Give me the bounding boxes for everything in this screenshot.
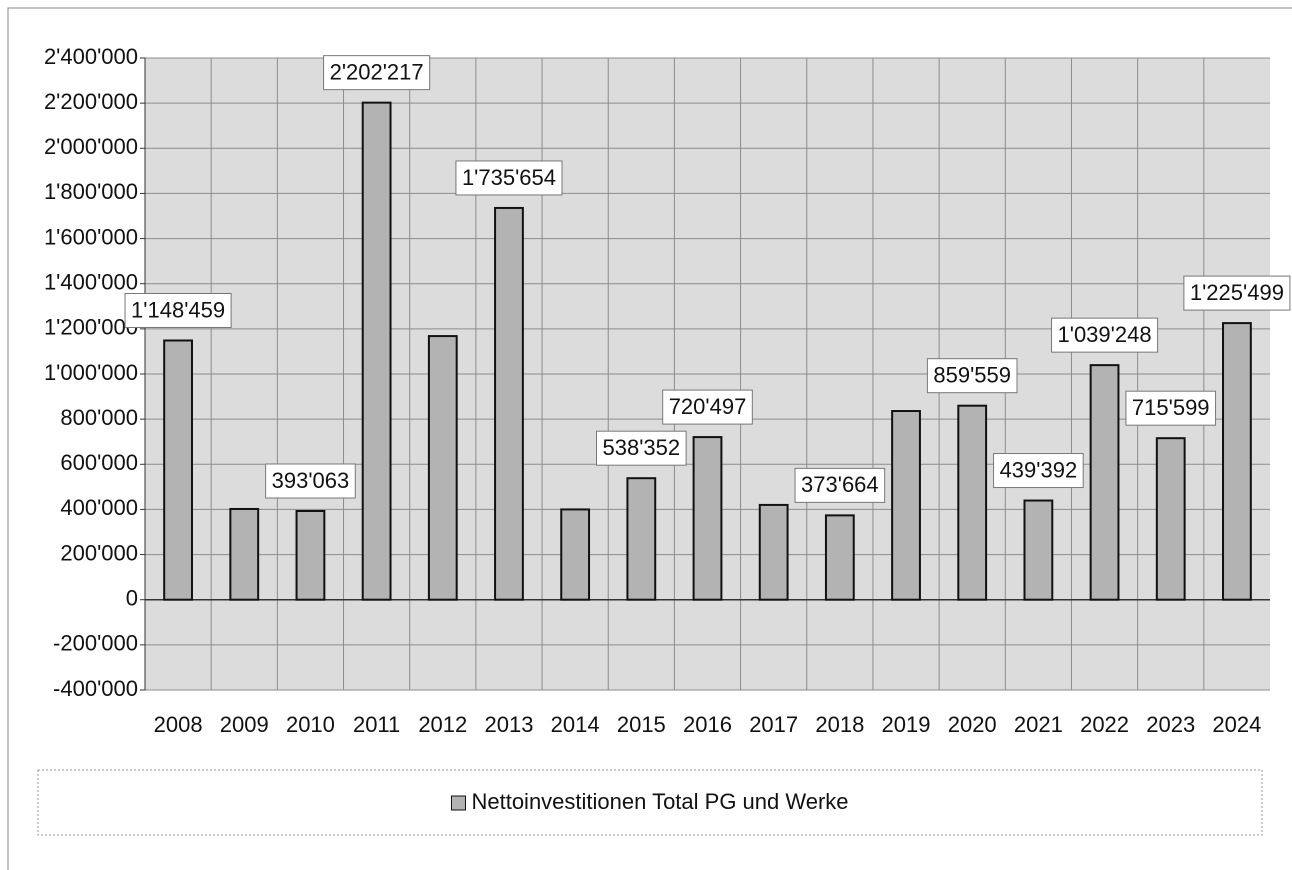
value-label-box xyxy=(1051,317,1159,353)
labels: -400'000 -200'000 0 200'000 400'000 600'000 80… xyxy=(44,44,1291,737)
y-tick-label: 400'000 xyxy=(60,495,138,520)
y-tick-label: 2'000'000 xyxy=(44,134,138,159)
y-tick-label: 1'600'000 xyxy=(44,224,138,249)
x-tick-label: 2022 xyxy=(1080,712,1129,737)
legend-label: Nettoinvestitionen Total PG und Werke xyxy=(471,789,848,814)
bar xyxy=(891,410,921,601)
value-label: 720'497 xyxy=(669,394,747,419)
y-tick-label: 1'800'000 xyxy=(44,179,138,204)
bar xyxy=(560,508,591,601)
value-label-box xyxy=(1125,390,1217,426)
bar xyxy=(758,503,789,601)
x-tick-label: 2014 xyxy=(551,712,600,737)
x-tick-label: 2013 xyxy=(484,712,533,737)
value-label-box xyxy=(1183,275,1291,311)
x-tick-label: 2011 xyxy=(353,712,400,737)
value-label: 393'063 xyxy=(272,468,350,493)
chart-frame xyxy=(7,7,1292,870)
x-tick-label: 2021 xyxy=(1014,712,1063,737)
y-tick-label: 800'000 xyxy=(60,405,138,430)
y-tick-label: 0 xyxy=(126,586,138,611)
x-tick-label: 2018 xyxy=(815,712,864,737)
x-tick-label: 2024 xyxy=(1212,712,1261,737)
bar xyxy=(361,101,392,601)
bar xyxy=(295,509,326,601)
x-tick-label: 2023 xyxy=(1146,712,1195,737)
value-label-box xyxy=(794,467,886,503)
value-label: 715'599 xyxy=(1132,395,1210,420)
y-tick-label: 600'000 xyxy=(60,450,138,475)
value-label-box xyxy=(124,292,232,328)
bar xyxy=(229,507,260,601)
x-tick-label: 2015 xyxy=(617,712,666,737)
bar xyxy=(1023,499,1054,601)
value-label: 1'735'654 xyxy=(462,165,556,190)
bar xyxy=(1222,322,1252,601)
value-label-box xyxy=(323,55,431,91)
bar xyxy=(1155,437,1186,601)
value-label-box xyxy=(926,358,1018,394)
value-label: 373'664 xyxy=(801,472,879,497)
y-tick-label: 1'000'000 xyxy=(44,360,138,385)
legend-swatch xyxy=(450,795,466,811)
bar xyxy=(494,206,524,601)
bar xyxy=(626,477,657,601)
y-tick-label: 2'400'000 xyxy=(44,44,138,69)
y-tick-label: 2'200'000 xyxy=(44,89,138,114)
x-tick-label: 2019 xyxy=(882,712,931,737)
y-tick-label: -200'000 xyxy=(53,631,138,656)
value-label: 439'392 xyxy=(1000,457,1078,482)
value-label-box xyxy=(662,389,753,425)
x-tick-label: 2009 xyxy=(220,712,269,737)
y-tick-label: 1'200'000 xyxy=(44,315,138,340)
bar xyxy=(692,436,723,601)
y-tick-label: 1'400'000 xyxy=(44,270,138,295)
bar xyxy=(824,514,855,601)
value-label-box xyxy=(455,160,563,196)
legend-box xyxy=(37,769,1263,836)
bar xyxy=(1089,364,1120,601)
x-tick-label: 2020 xyxy=(948,712,997,737)
x-tick-label: 2017 xyxy=(749,712,798,737)
x-tick-label: 2012 xyxy=(418,712,467,737)
x-tick-label: 2010 xyxy=(286,712,335,737)
value-label: 538'352 xyxy=(603,435,681,460)
value-label: 2'202'217 xyxy=(330,59,424,84)
bar xyxy=(163,339,193,601)
legend: Nettoinvestitionen Total PG und Werke xyxy=(450,789,849,814)
y-tick-label: -400'000 xyxy=(53,676,138,701)
value-label: 859'559 xyxy=(933,363,1011,388)
value-label: 1'039'248 xyxy=(1058,322,1152,347)
bar xyxy=(957,404,988,601)
x-tick-label: 2016 xyxy=(683,712,732,737)
y-tick-label: 200'000 xyxy=(60,540,138,565)
value-label-box xyxy=(596,430,687,466)
value-label-box xyxy=(265,463,356,499)
x-tick-label: 2008 xyxy=(154,712,203,737)
marks xyxy=(163,101,1252,601)
value-label-box xyxy=(993,453,1084,489)
bar xyxy=(427,335,458,601)
value-label: 1'148'459 xyxy=(131,297,225,322)
value-label: 1'225'499 xyxy=(1190,280,1284,305)
